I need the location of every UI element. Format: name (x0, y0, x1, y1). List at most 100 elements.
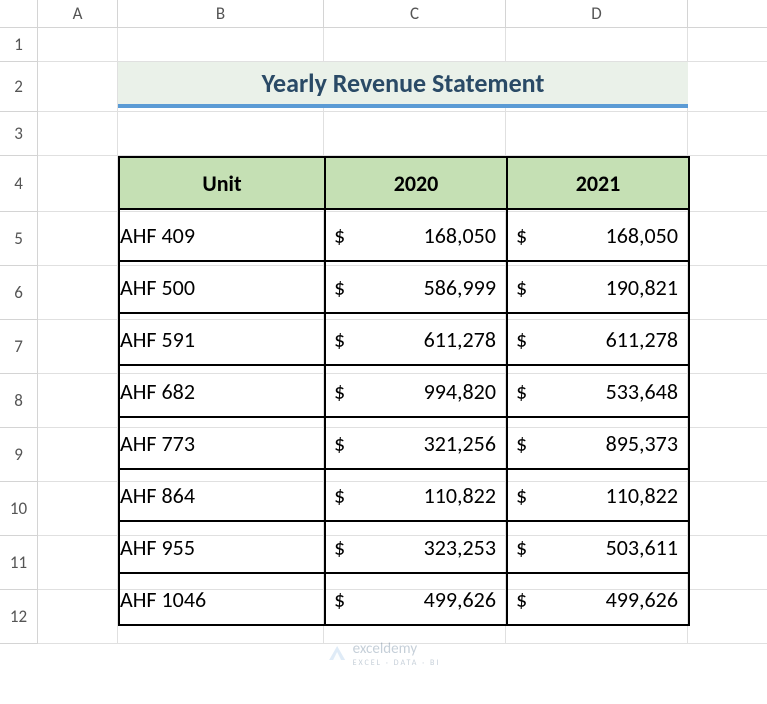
cell[interactable] (506, 112, 688, 156)
table-row: AHF 773$321,256$895,373 (119, 417, 689, 469)
table-header-row: Unit 2020 2021 (119, 157, 689, 209)
cell-y2021[interactable]: $168,050 (507, 209, 689, 261)
cell-y2021[interactable]: $190,821 (507, 261, 689, 313)
cell[interactable] (688, 112, 767, 156)
cell[interactable] (38, 62, 118, 112)
cell[interactable] (688, 28, 767, 62)
column-header-a[interactable]: A (38, 0, 118, 28)
cell[interactable] (688, 536, 767, 590)
cell-unit[interactable]: AHF 591 (119, 313, 325, 365)
cell-unit[interactable]: AHF 864 (119, 469, 325, 521)
cell[interactable] (688, 62, 767, 112)
cell[interactable] (38, 482, 118, 536)
currency-value: 611,278 (606, 326, 678, 353)
currency-value: 503,611 (606, 534, 678, 561)
currency-symbol: $ (516, 378, 527, 405)
cell[interactable] (38, 156, 118, 212)
cell[interactable] (38, 536, 118, 590)
cell-unit[interactable]: AHF 1046 (119, 573, 325, 625)
table-row: AHF 409$168,050$168,050 (119, 209, 689, 261)
currency-value: 499,626 (606, 586, 678, 613)
currency-value: 586,999 (424, 274, 496, 301)
cell[interactable] (118, 28, 324, 62)
currency-value: 110,822 (606, 482, 678, 509)
currency-symbol: $ (516, 534, 527, 561)
cell[interactable] (38, 266, 118, 320)
cell-y2020[interactable]: $168,050 (325, 209, 507, 261)
cell[interactable] (688, 374, 767, 428)
cell-y2020[interactable]: $586,999 (325, 261, 507, 313)
row-header-7[interactable]: 7 (0, 320, 38, 374)
cell-unit[interactable]: AHF 955 (119, 521, 325, 573)
cell[interactable] (688, 590, 767, 644)
currency-symbol: $ (334, 586, 345, 613)
cell-y2020[interactable]: $110,822 (325, 469, 507, 521)
cell-y2021[interactable]: $503,611 (507, 521, 689, 573)
table-row: AHF 682$994,820$533,648 (119, 365, 689, 417)
row-header-1[interactable]: 1 (0, 28, 38, 62)
cell[interactable] (38, 28, 118, 62)
currency-symbol: $ (516, 430, 527, 457)
currency-symbol: $ (334, 326, 345, 353)
row-header-8[interactable]: 8 (0, 374, 38, 428)
currency-value: 190,821 (606, 274, 678, 301)
row-header-5[interactable]: 5 (0, 212, 38, 266)
row-header-4[interactable]: 4 (0, 156, 38, 212)
cell-y2021[interactable]: $533,648 (507, 365, 689, 417)
cell[interactable] (38, 112, 118, 156)
cell[interactable] (688, 156, 767, 212)
cell[interactable] (38, 374, 118, 428)
cell[interactable] (324, 28, 506, 62)
cell-unit[interactable]: AHF 409 (119, 209, 325, 261)
select-all-corner[interactable] (0, 0, 38, 28)
cell-y2020[interactable]: $611,278 (325, 313, 507, 365)
header-2021[interactable]: 2021 (507, 157, 689, 209)
cell[interactable] (38, 590, 118, 644)
column-header-extra[interactable] (688, 0, 767, 28)
currency-value: 611,278 (424, 326, 496, 353)
currency-symbol: $ (334, 534, 345, 561)
title-banner: Yearly Revenue Statement (118, 62, 688, 108)
cell-y2021[interactable]: $499,626 (507, 573, 689, 625)
row-header-12[interactable]: 12 (0, 590, 38, 644)
cell[interactable] (506, 28, 688, 62)
cell[interactable] (688, 428, 767, 482)
header-unit[interactable]: Unit (119, 157, 325, 209)
cell[interactable] (324, 112, 506, 156)
currency-value: 895,373 (606, 430, 678, 457)
cell-y2021[interactable]: $611,278 (507, 313, 689, 365)
currency-symbol: $ (516, 326, 527, 353)
watermark-icon (327, 644, 347, 664)
cell-unit[interactable]: AHF 500 (119, 261, 325, 313)
cell[interactable] (118, 112, 324, 156)
cell-y2020[interactable]: $499,626 (325, 573, 507, 625)
row-header-11[interactable]: 11 (0, 536, 38, 590)
row-header-2[interactable]: 2 (0, 62, 38, 112)
cell-y2020[interactable]: $994,820 (325, 365, 507, 417)
row-header-3[interactable]: 3 (0, 112, 38, 156)
header-2020[interactable]: 2020 (325, 157, 507, 209)
cell[interactable] (688, 320, 767, 374)
row-header-9[interactable]: 9 (0, 428, 38, 482)
cell[interactable] (688, 482, 767, 536)
cell-y2021[interactable]: $895,373 (507, 417, 689, 469)
currency-symbol: $ (516, 274, 527, 301)
cell-y2020[interactable]: $323,253 (325, 521, 507, 573)
currency-symbol: $ (334, 430, 345, 457)
cell[interactable] (688, 212, 767, 266)
cell[interactable] (688, 266, 767, 320)
cell-y2020[interactable]: $321,256 (325, 417, 507, 469)
column-header-b[interactable]: B (118, 0, 324, 28)
watermark-sub: EXCEL · DATA · BI (353, 658, 441, 668)
currency-value: 321,256 (424, 430, 496, 457)
cell-unit[interactable]: AHF 682 (119, 365, 325, 417)
cell[interactable] (38, 428, 118, 482)
cell[interactable] (38, 212, 118, 266)
cell[interactable] (38, 320, 118, 374)
cell-unit[interactable]: AHF 773 (119, 417, 325, 469)
row-header-6[interactable]: 6 (0, 266, 38, 320)
row-header-10[interactable]: 10 (0, 482, 38, 536)
column-header-c[interactable]: C (324, 0, 506, 28)
column-header-d[interactable]: D (506, 0, 688, 28)
cell-y2021[interactable]: $110,822 (507, 469, 689, 521)
